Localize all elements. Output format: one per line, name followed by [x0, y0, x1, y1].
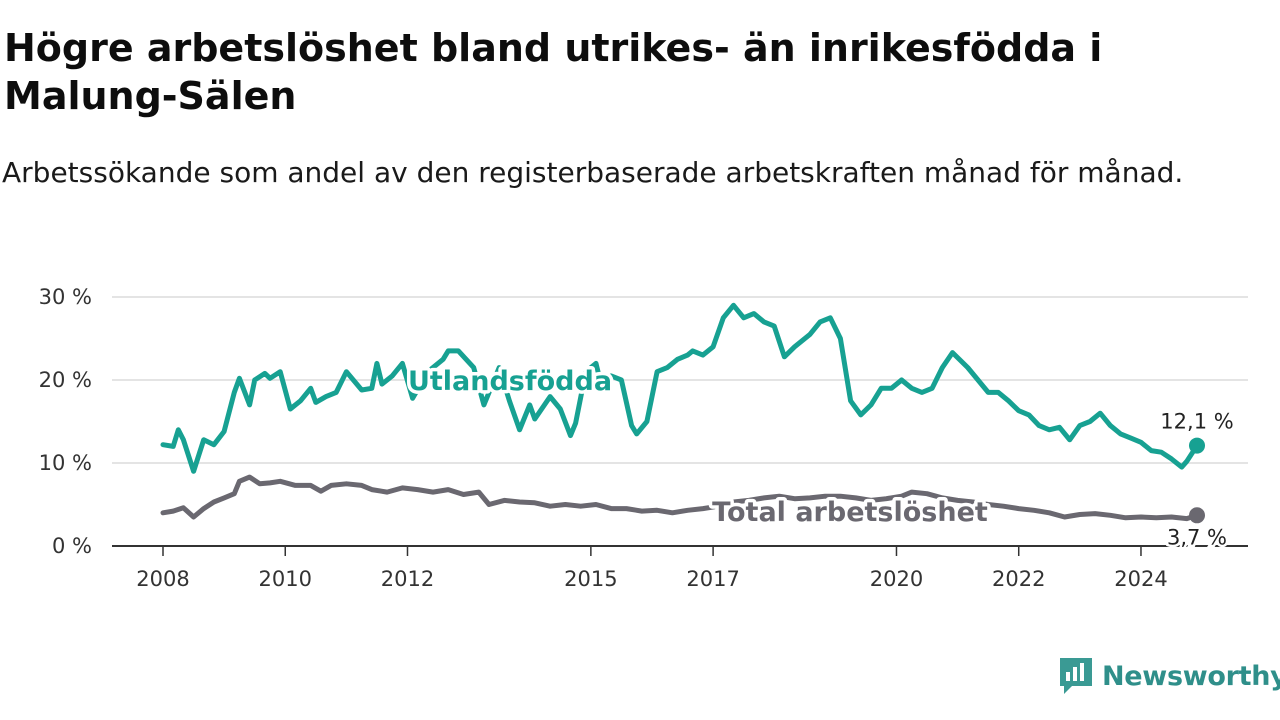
x-tick-label: 2015 — [564, 567, 617, 591]
x-tick-label: 2022 — [992, 567, 1045, 591]
newsworthy-logo-icon — [1060, 658, 1092, 694]
series-labels: Utlandsfödda Total arbetslöshet 12,1 % 3,7 … — [404, 363, 1236, 552]
x-axis: 2008 2010 2012 2015 2017 2020 2022 2024 — [112, 545, 1248, 591]
y-axis-tick-labels: 0 % 10 % 20 % 30 % — [39, 285, 92, 558]
series-label-utlandsfodda: Utlandsfödda — [408, 366, 612, 397]
chart-subtitle: Arbetssökande som andel av den registerb… — [2, 156, 1184, 189]
series-end-point-1 — [1189, 507, 1205, 524]
newsworthy-logo: Newsworthy — [1058, 654, 1280, 698]
series-label-total: Total arbetslöshet — [712, 497, 988, 528]
y-tick-label: 30 % — [39, 285, 92, 309]
x-tick-label: 2020 — [870, 567, 923, 591]
series-lines — [160, 302, 1205, 524]
x-tick-label: 2012 — [381, 567, 434, 591]
x-tick-label: 2017 — [686, 567, 739, 591]
x-tick-label: 2010 — [259, 567, 312, 591]
brand-name: Newsworthy — [1102, 660, 1280, 692]
series-line-1 — [160, 474, 1200, 522]
end-value-label-utlandsfodda: 12,1 % — [1160, 410, 1233, 434]
series-end-point-0 — [1189, 437, 1205, 454]
y-tick-label: 0 % — [52, 534, 92, 558]
x-tick-label: 2008 — [136, 567, 189, 591]
end-value-label-total: 3,7 % — [1167, 525, 1227, 549]
x-tick-label: 2024 — [1114, 567, 1167, 591]
gridlines — [112, 296, 1248, 464]
y-tick-label: 20 % — [39, 368, 92, 392]
series-line-0 — [160, 302, 1200, 474]
chart-title: Högre arbetslöshet bland utrikes- än inr… — [4, 26, 1103, 118]
y-tick-label: 10 % — [39, 451, 92, 475]
